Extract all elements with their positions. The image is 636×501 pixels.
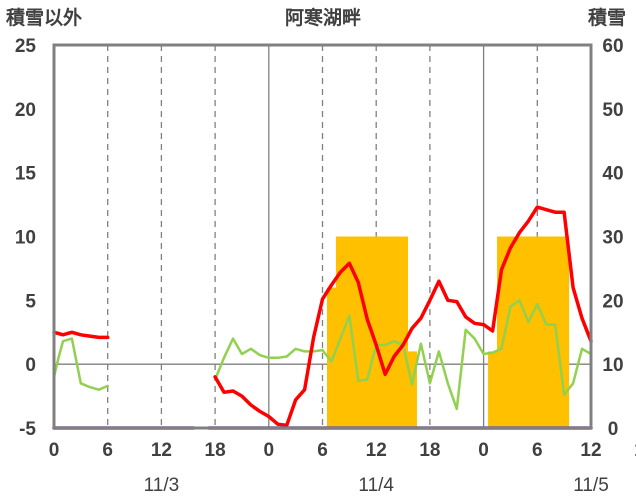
x-ticks: 0612180612180612180 bbox=[49, 440, 636, 461]
x-tick-label: 18 bbox=[634, 440, 636, 461]
snow-bar bbox=[488, 351, 498, 428]
date-labels: 11/3 11/4 11/5 bbox=[144, 475, 609, 496]
right-axis-title: 積雪 bbox=[588, 6, 626, 29]
snow-bar bbox=[362, 236, 373, 428]
red-series-line bbox=[52, 205, 593, 428]
snow-bar bbox=[407, 351, 417, 428]
left-y-tick-label: 10 bbox=[15, 228, 36, 249]
right-y-tick-label: 20 bbox=[602, 291, 623, 312]
snow-bar bbox=[505, 236, 516, 428]
left-axis-title: 積雪以外 bbox=[6, 6, 82, 29]
x-tick-label: 18 bbox=[205, 440, 226, 461]
x-tick-label: 0 bbox=[478, 440, 489, 461]
snow-bar bbox=[497, 236, 507, 428]
left-y-tick-label: 15 bbox=[15, 164, 37, 185]
snow-bar bbox=[398, 236, 409, 428]
snow-bar bbox=[541, 236, 552, 428]
x-tick-label: 0 bbox=[49, 440, 60, 461]
snow-bar bbox=[380, 236, 391, 428]
right-y-tick-label: 60 bbox=[602, 36, 623, 57]
snow-bar bbox=[514, 236, 525, 428]
date-label: 11/3 bbox=[144, 475, 180, 496]
snow-bar bbox=[353, 236, 364, 428]
left-y-tick-label: 0 bbox=[25, 355, 36, 376]
x-tick-label: 6 bbox=[532, 440, 543, 461]
snow-bar bbox=[371, 236, 382, 428]
left-y-tick-label: 5 bbox=[25, 291, 36, 312]
left-y-tick-label: -5 bbox=[19, 419, 36, 440]
chart-title: 阿寒湖畔 bbox=[285, 6, 361, 29]
snow-bar bbox=[344, 236, 355, 428]
right-y-tick-label: 50 bbox=[602, 100, 623, 121]
x-tick-label: 0 bbox=[264, 440, 275, 461]
right-y-tick-label: 0 bbox=[608, 419, 619, 440]
right-y-tick-label: 40 bbox=[602, 164, 623, 185]
date-label: 11/4 bbox=[358, 475, 394, 496]
left-y-tick-label: 20 bbox=[15, 100, 36, 121]
left-y-ticks: 25 20 15 10 5 0 -5 bbox=[15, 36, 37, 440]
snow-bars bbox=[326, 236, 570, 428]
x-tick-label: 12 bbox=[580, 440, 601, 461]
snow-bar bbox=[532, 236, 543, 428]
plot-frame bbox=[52, 43, 593, 430]
x-tick-label: 12 bbox=[151, 440, 172, 461]
snow-bar bbox=[559, 236, 570, 428]
right-y-tick-label: 10 bbox=[602, 355, 623, 376]
right-y-ticks: 60 50 40 30 20 10 0 bbox=[602, 36, 623, 440]
x-tick-label: 6 bbox=[317, 440, 328, 461]
x-tick-label: 12 bbox=[366, 440, 387, 461]
left-y-tick-label: 25 bbox=[15, 36, 37, 57]
snow-bar bbox=[389, 236, 400, 428]
right-y-tick-label: 30 bbox=[602, 228, 623, 249]
x-tick-label: 18 bbox=[419, 440, 440, 461]
date-label: 11/5 bbox=[573, 475, 609, 496]
x-tick-label: 6 bbox=[102, 440, 113, 461]
snow-bar bbox=[523, 236, 534, 428]
snow-bar bbox=[335, 236, 346, 428]
